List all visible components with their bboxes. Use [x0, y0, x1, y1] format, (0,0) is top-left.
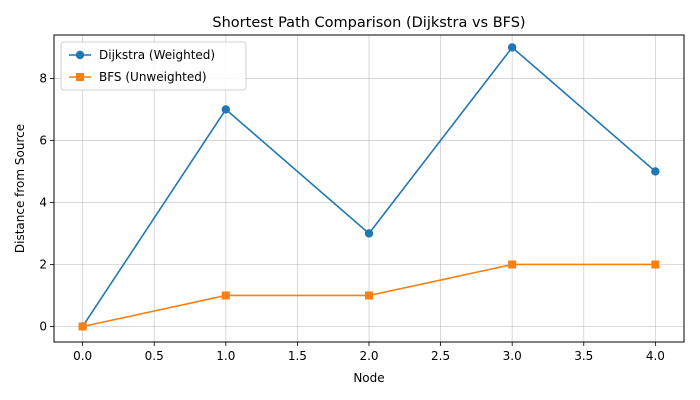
data-point — [507, 43, 517, 52]
data-point — [78, 322, 87, 331]
legend: Dijkstra (Weighted) BFS (Unweighted) — [60, 41, 247, 91]
chart-title: Shortest Path Comparison (Dijkstra vs BF… — [212, 15, 525, 31]
data-point — [508, 260, 517, 269]
y-ticks: 0 2 4 6 8 — [39, 71, 54, 333]
y-tick-label: 2 — [39, 257, 47, 271]
x-tick-label: 2.0 — [359, 349, 378, 363]
x-tick-label: 1.5 — [288, 349, 307, 363]
y-axis-label: Distance from Source — [13, 124, 27, 253]
x-ticks: 0.0 0.5 1.0 1.5 2.0 2.5 3.0 3.5 4.0 — [73, 342, 665, 363]
y-tick-label: 8 — [39, 71, 47, 85]
x-tick-label: 0.0 — [73, 349, 92, 363]
data-point — [221, 291, 230, 300]
legend-label: Dijkstra (Weighted) — [99, 48, 215, 62]
data-point — [651, 167, 660, 176]
x-tick-label: 2.5 — [431, 349, 450, 363]
series-layer — [78, 43, 660, 331]
legend-marker — [75, 50, 85, 60]
legend-marker — [76, 73, 84, 81]
data-point — [651, 260, 660, 269]
x-tick-label: 3.5 — [574, 349, 593, 363]
data-point — [221, 105, 231, 114]
legend-label: BFS (Unweighted) — [99, 70, 207, 84]
legend-box — [60, 41, 247, 91]
x-tick-label: 3.0 — [503, 349, 522, 363]
y-tick-label: 6 — [39, 133, 47, 147]
x-tick-label: 0.5 — [145, 349, 164, 363]
x-tick-label: 1.0 — [216, 349, 235, 363]
x-tick-label: 4.0 — [646, 349, 665, 363]
y-tick-label: 0 — [39, 319, 47, 333]
data-point — [364, 229, 374, 238]
grid-layer — [54, 35, 684, 342]
y-tick-label: 4 — [39, 195, 47, 209]
x-axis-label: Node — [353, 371, 384, 385]
data-point — [365, 291, 373, 300]
series-2 — [78, 260, 660, 331]
